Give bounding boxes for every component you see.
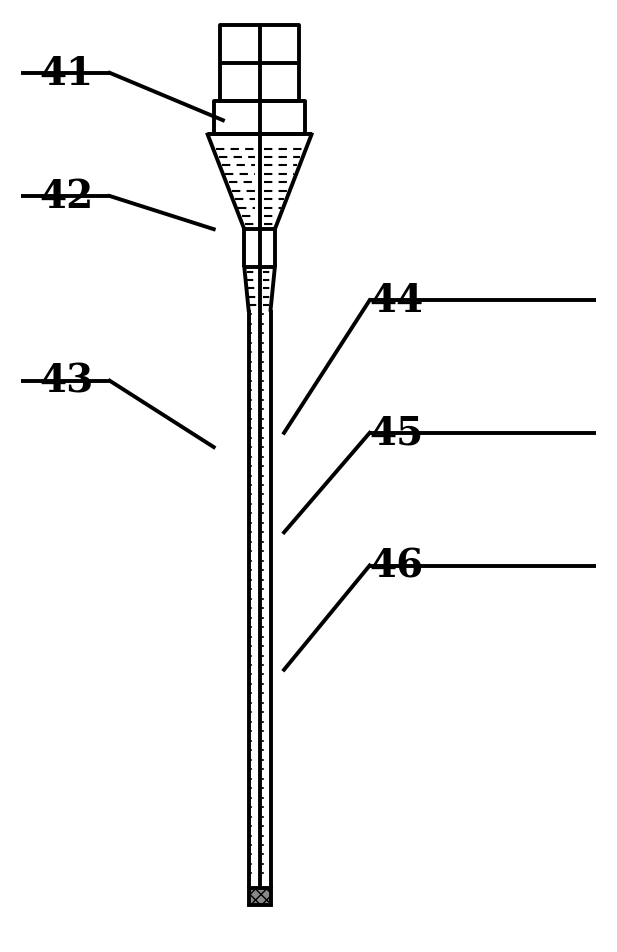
Text: 45: 45 (370, 414, 424, 452)
Text: 46: 46 (370, 547, 424, 585)
Text: 41: 41 (39, 55, 94, 92)
Text: 44: 44 (370, 282, 424, 320)
Bar (249, 887, 271, 904)
Text: 43: 43 (39, 363, 94, 401)
Text: 42: 42 (39, 178, 94, 216)
